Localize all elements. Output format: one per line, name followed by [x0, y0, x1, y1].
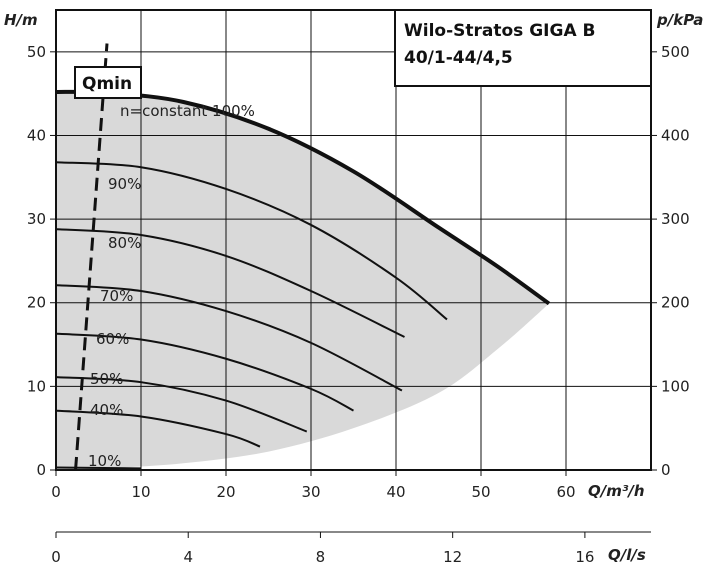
curve-1: [55, 161, 448, 321]
qmin-label: Qmin: [82, 74, 132, 94]
x-secondary-tick-label-1: 4: [183, 548, 193, 566]
x-main-tick-label-3: 30: [301, 483, 320, 501]
x-main-tick-label-2: 20: [216, 483, 235, 501]
x-main-axis-title: Q/m³/h: [588, 482, 645, 500]
x-main-tick-label-5: 50: [471, 483, 490, 501]
y-right-tick-label-3: 300: [661, 210, 690, 228]
qmin-dashed-line: [74, 43, 109, 471]
y-left-tick-label-2: 20: [27, 294, 46, 312]
curve-4: [55, 332, 354, 412]
y-left-axis-title: H/m: [4, 11, 38, 29]
y-left-tick-label-4: 40: [27, 126, 46, 144]
curve-label-6: 40%: [90, 401, 123, 419]
curve-label-7: 10%: [88, 452, 121, 470]
x-secondary-tick-label-2: 8: [316, 548, 326, 566]
x-main-tick-label-0: 0: [51, 483, 61, 501]
y-left-tick-label-5: 50: [27, 43, 46, 61]
x-main-tick-label-6: 60: [556, 483, 575, 501]
curve-5: [55, 376, 308, 433]
y-left-tick-label-3: 30: [27, 210, 46, 228]
curve-7: [55, 466, 142, 470]
curve-label-4: 60%: [96, 330, 129, 348]
x-secondary-axis-title: Q/l/s: [608, 546, 646, 564]
x-main-tick-label-4: 40: [386, 483, 405, 501]
chart-title-line-1: Wilo-Stratos GIGA B: [404, 21, 595, 41]
y-right-axis-title: p/kPa: [656, 11, 703, 29]
curve-label-3: 70%: [100, 287, 133, 305]
y-right-tick-label-0: 0: [661, 461, 671, 479]
y-right-tick-label-2: 200: [661, 294, 690, 312]
x-secondary-tick-label-0: 0: [51, 548, 61, 566]
y-right-tick-label-4: 400: [661, 126, 690, 144]
x-main-tick-label-1: 10: [131, 483, 150, 501]
title-box: [394, 9, 652, 87]
curve-2: [55, 228, 405, 338]
curve-3: [55, 284, 403, 392]
y-left-tick-label-0: 0: [36, 461, 46, 479]
curve-label-5: 50%: [90, 370, 123, 388]
curve-6: [55, 409, 261, 448]
qmin-box: [74, 66, 142, 99]
curve-label-2: 80%: [108, 234, 141, 252]
series-curves: n=constant 100% 90% 80% 70% 60% 50% 40% 10%: [55, 89, 551, 470]
y-right-tick-label-1: 100: [661, 377, 690, 395]
x-secondary-tick-label-4: 16: [575, 548, 594, 566]
x-secondary-tick-label-3: 12: [443, 548, 462, 566]
y-left-tick-label-1: 10: [27, 377, 46, 395]
curve-label-0: n=constant 100%: [120, 102, 255, 120]
curve-label-1: 90%: [108, 175, 141, 193]
y-right-tick-label-5: 500: [661, 43, 690, 61]
chart-title-line-2: 40/1-44/4,5: [404, 48, 513, 68]
operating-envelope: [56, 91, 549, 471]
